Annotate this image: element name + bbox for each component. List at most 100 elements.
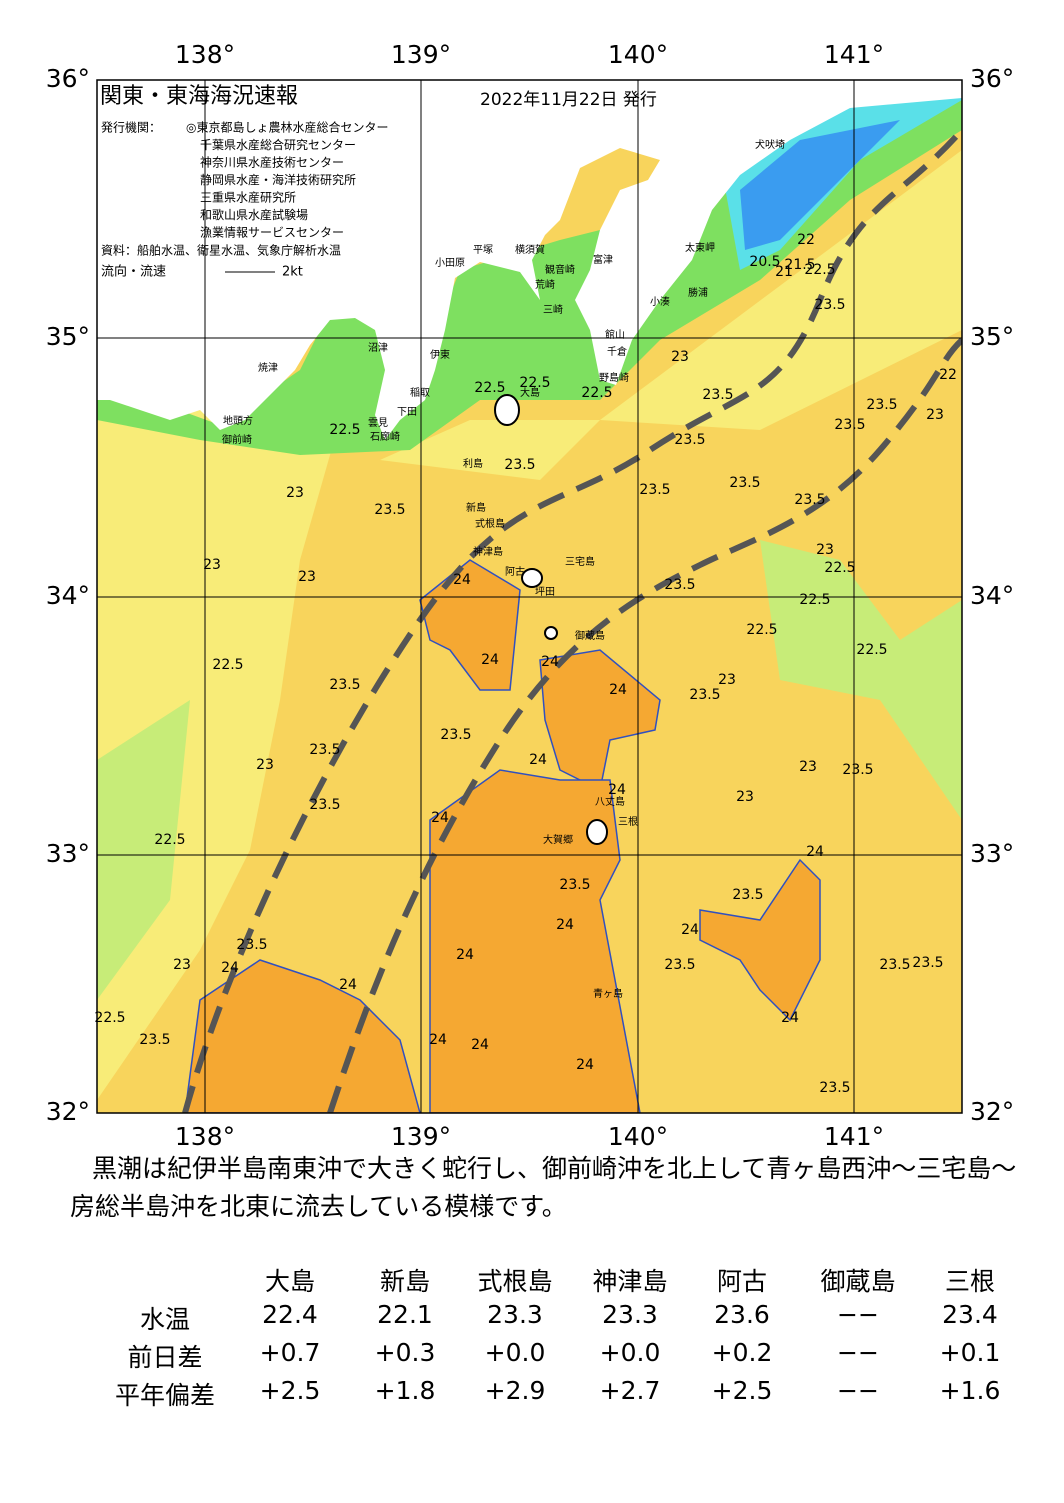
contour-label: 23 bbox=[718, 672, 736, 688]
column-header: 阿古 bbox=[716, 1267, 767, 1296]
contour-label: 23 bbox=[286, 485, 304, 501]
contour-label: 22.5 bbox=[329, 422, 360, 438]
contour-label: 24 bbox=[456, 947, 474, 963]
contour-label: 22.5 bbox=[824, 560, 855, 576]
contour-label: 24 bbox=[429, 1032, 447, 1048]
contour-label: 24 bbox=[806, 844, 824, 860]
place-name: 大島 bbox=[520, 386, 540, 399]
place-name: 青ヶ島 bbox=[593, 987, 623, 1000]
grid bbox=[97, 80, 962, 1113]
description: 黒潮は紀伊半島南東沖で大きく蛇行し、御前崎沖を北上して青ヶ島西沖～三宅島～房総半… bbox=[70, 1154, 1017, 1221]
issuer: 和歌山県水産試験場 bbox=[200, 207, 308, 222]
table-cell: −− bbox=[837, 1300, 879, 1329]
current-label: 流向・流速 bbox=[101, 264, 166, 280]
issuer: 静岡県水産・海洋技術研究所 bbox=[200, 172, 356, 187]
contour-label: 22.5 bbox=[581, 385, 612, 401]
place-name: 観音崎 bbox=[545, 263, 575, 276]
lat-label: 33° bbox=[970, 839, 1014, 868]
place-name: 大賀郷 bbox=[543, 833, 573, 846]
issuer: 漁業情報サービスセンター bbox=[200, 226, 344, 240]
contour-label: 22.5 bbox=[474, 380, 505, 396]
place-name: 犬吠埼 bbox=[755, 138, 785, 151]
contour-label: 23 bbox=[926, 407, 944, 423]
contour-label: 24 bbox=[541, 654, 559, 670]
contour-label: 24 bbox=[529, 752, 547, 768]
map: 関東・東海海況速報 2022年11月22日 発行 発行機関： 資料：船舶水温、衛… bbox=[46, 40, 1015, 1150]
place-name: 伊東 bbox=[430, 348, 450, 361]
contour-label: 23.5 bbox=[309, 797, 340, 813]
table-cell: +2.7 bbox=[599, 1376, 661, 1405]
map-frame bbox=[96, 79, 963, 1114]
contour-label: 23 bbox=[298, 569, 316, 585]
contour-label: 24 bbox=[576, 1057, 594, 1073]
issuer: ◎東京都島しょ農林水産総合センター bbox=[186, 120, 388, 135]
lat-label: 35° bbox=[970, 322, 1014, 351]
table-cell: −− bbox=[837, 1376, 879, 1405]
contour-label: 24 bbox=[339, 977, 357, 993]
contour-label: 22.5 bbox=[799, 592, 830, 608]
contour-label: 22 bbox=[797, 232, 815, 248]
place-name: 下田 bbox=[397, 407, 417, 418]
place-name: 利島 bbox=[463, 457, 483, 470]
contour-label: 24 bbox=[431, 810, 449, 826]
lon-label: 139° bbox=[391, 40, 451, 69]
contour-label: 23 bbox=[203, 557, 221, 573]
place-name: 沼津 bbox=[368, 341, 388, 354]
sea-temperature bbox=[97, 80, 962, 1113]
lon-label: 140° bbox=[608, 40, 668, 69]
contour-label: 21 bbox=[775, 264, 793, 280]
table-cell: +0.7 bbox=[259, 1338, 321, 1367]
contour-label: 23.5 bbox=[674, 432, 705, 448]
column-header: 式根島 bbox=[477, 1267, 553, 1296]
row-label: 前日差 bbox=[127, 1343, 203, 1372]
contour-label: 22.5 bbox=[856, 642, 887, 658]
lon-label: 140° bbox=[608, 1122, 668, 1150]
contour-label: 23.5 bbox=[819, 1080, 850, 1096]
place-name: 式根島 bbox=[475, 517, 505, 530]
contour-label: 22.5 bbox=[212, 657, 243, 673]
place-name: 神津島 bbox=[473, 545, 503, 558]
issuer: 神奈川県水産技術センター bbox=[200, 155, 344, 170]
column-header: 大島 bbox=[264, 1267, 315, 1296]
lat-label: 34° bbox=[46, 581, 90, 610]
contour-label: 23.5 bbox=[374, 502, 405, 518]
contour-label: 23.5 bbox=[842, 762, 873, 778]
place-name: 太東岬 bbox=[685, 241, 715, 254]
place-name: 三崎 bbox=[543, 303, 563, 316]
lon-label: 138° bbox=[175, 40, 235, 69]
column-header: 三根 bbox=[944, 1267, 995, 1296]
contour-label: 24 bbox=[608, 782, 626, 798]
table-cell: 22.1 bbox=[377, 1300, 433, 1329]
place-name: 新島 bbox=[466, 501, 486, 514]
table-cell: +0.0 bbox=[599, 1338, 661, 1367]
contour-label: 23 bbox=[816, 542, 834, 558]
table-cell: −− bbox=[837, 1338, 879, 1367]
contour-label: 24 bbox=[781, 1010, 799, 1026]
contour-label: 23.5 bbox=[794, 492, 825, 508]
lat-label: 32° bbox=[46, 1097, 90, 1126]
table-cell: +0.1 bbox=[939, 1338, 1001, 1367]
contour-label: 23.5 bbox=[139, 1032, 170, 1048]
place-name: 焼津 bbox=[258, 362, 278, 374]
place-name: 千倉 bbox=[607, 345, 627, 358]
contour-label: 23 bbox=[173, 957, 191, 973]
issuer: 千葉県水産総合研究センター bbox=[200, 137, 356, 152]
column-header: 神津島 bbox=[592, 1267, 668, 1296]
lat-label: 35° bbox=[46, 322, 90, 351]
lat-label: 36° bbox=[970, 64, 1014, 93]
contour-label: 23.5 bbox=[236, 937, 267, 953]
contour-label: 23.5 bbox=[664, 957, 695, 973]
contour-label: 23.5 bbox=[559, 877, 590, 893]
table-cell: 23.3 bbox=[602, 1300, 658, 1329]
table-cell: 22.4 bbox=[262, 1300, 318, 1329]
contour-label: 22.5 bbox=[746, 622, 777, 638]
contour-label: 23.5 bbox=[879, 957, 910, 973]
place-name: 雲見 bbox=[368, 417, 388, 429]
contour-label: 23 bbox=[256, 757, 274, 773]
issuer: 三重県水産研究所 bbox=[200, 190, 296, 205]
contour-label: 22.5 bbox=[94, 1010, 125, 1026]
place-name: 坪田 bbox=[535, 585, 555, 598]
contour-label: 23 bbox=[736, 789, 754, 805]
lon-label: 141° bbox=[824, 1122, 884, 1150]
place-name: 御前崎 bbox=[222, 433, 252, 446]
